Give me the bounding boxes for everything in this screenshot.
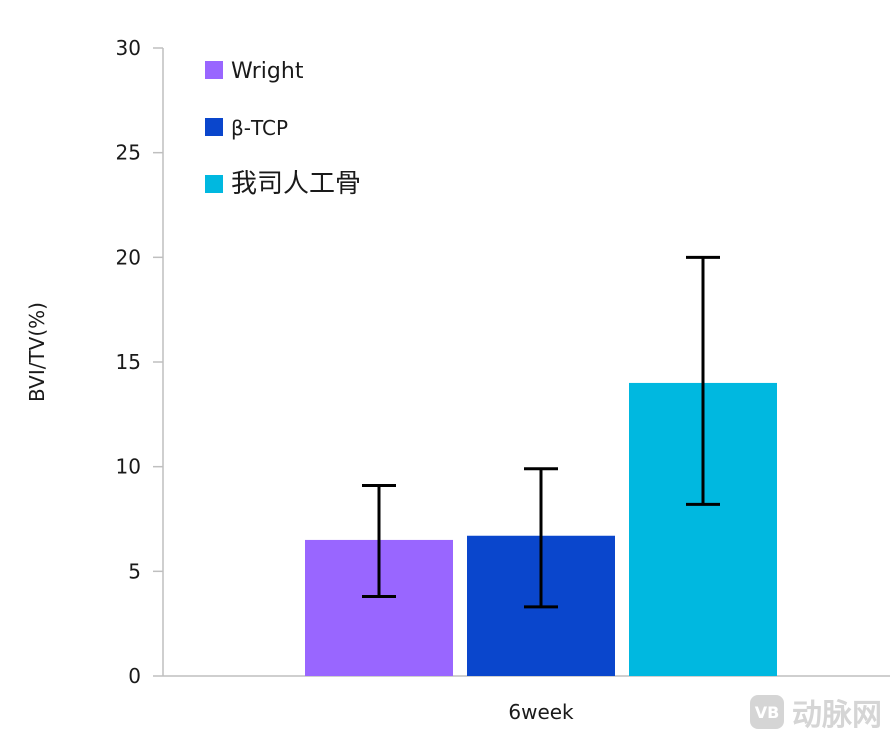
legend: Wright β-TCP 我司人工骨: [205, 59, 361, 199]
y-tick-label: 15: [116, 350, 141, 374]
legend-swatch-2: [205, 118, 223, 136]
y-axis: 0 5 10 15 20 25 30: [116, 36, 164, 688]
legend-label-2: β-TCP: [231, 116, 288, 140]
watermark-text: 动脉网: [792, 698, 882, 733]
y-tick-label: 0: [128, 664, 141, 688]
watermark: VB 动脉网: [750, 690, 882, 734]
legend-swatch-3: [205, 175, 223, 193]
x-category-label: 6week: [508, 700, 574, 724]
error-bars: [362, 255, 720, 609]
watermark-logo-icon: VB: [750, 695, 784, 729]
y-tick-label: 25: [116, 141, 141, 165]
y-axis-label: BVI/TV(%): [25, 302, 49, 402]
y-tick-label: 30: [116, 36, 141, 60]
legend-label-3: 我司人工骨: [231, 169, 361, 199]
y-tick-label: 10: [116, 455, 141, 479]
y-tick-label: 20: [116, 245, 141, 269]
legend-label-1: Wright: [231, 59, 304, 84]
legend-swatch-1: [205, 61, 223, 79]
y-tick-label: 5: [128, 559, 141, 583]
